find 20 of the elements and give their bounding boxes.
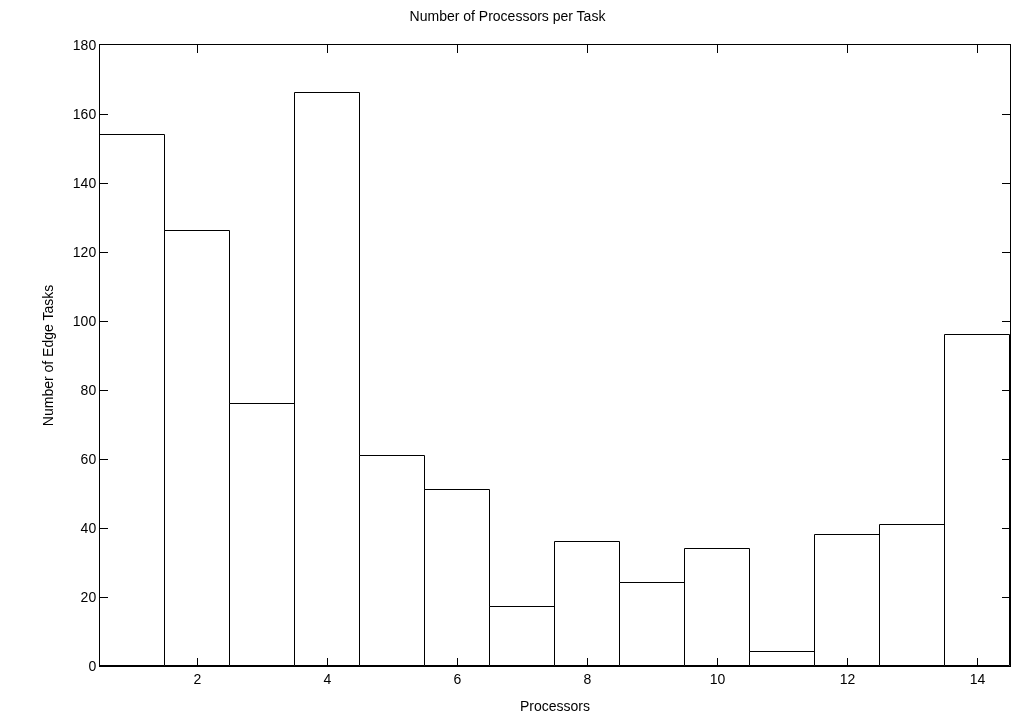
x-tick-label: 14 (969, 670, 986, 687)
x-tick-label: 6 (453, 670, 462, 687)
y-tick-label: 180 (72, 36, 97, 53)
y-tick-label: 0 (88, 657, 97, 674)
y-tick-label: 60 (80, 450, 97, 467)
x-tick-label: 8 (583, 670, 592, 687)
y-tick-label: 140 (72, 174, 97, 191)
x-tick-label: 12 (839, 670, 856, 687)
y-tick-label: 100 (72, 312, 97, 329)
y-tick-label: 20 (80, 588, 97, 605)
y-tick-label: 160 (72, 105, 97, 122)
x-tick-label: 2 (193, 670, 202, 687)
y-tick-label: 40 (80, 519, 97, 536)
y-axis-title: Number of Edge Tasks (40, 284, 57, 427)
y-tick-label: 80 (80, 381, 97, 398)
chart-title: Number of Processors per Task (409, 7, 607, 24)
x-tick-label: 4 (323, 670, 332, 687)
y-tick-label: 120 (72, 243, 97, 260)
x-tick-label: 10 (709, 670, 726, 687)
x-axis-title: Processors (519, 698, 591, 715)
